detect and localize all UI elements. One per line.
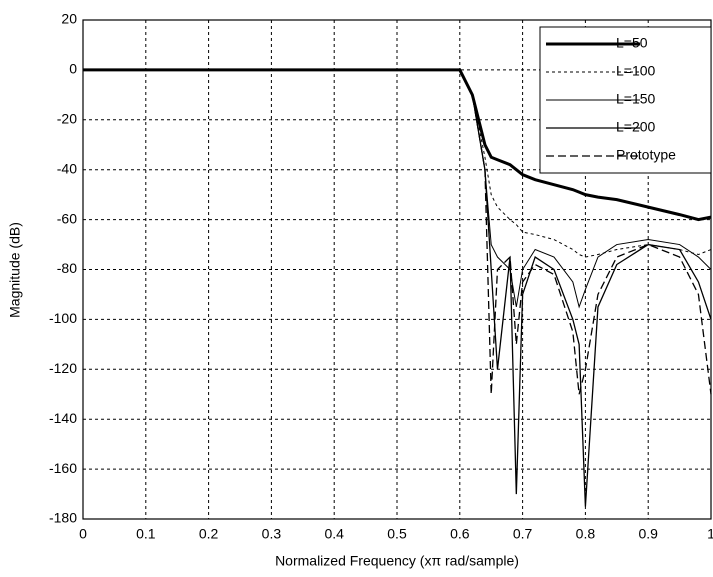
y-tick-label: -40 (57, 160, 77, 176)
series-line (83, 69, 712, 395)
y-tick-label: -100 (49, 310, 77, 326)
y-tick-label: -180 (49, 510, 77, 526)
y-axis-label: Magnitude (dB) (7, 222, 23, 318)
y-tick-label: -20 (57, 111, 77, 127)
legend-label: L=50 (616, 35, 648, 51)
x-tick-label: 0.7 (513, 526, 533, 542)
series-line (83, 69, 712, 507)
y-tick-label: -140 (49, 410, 77, 426)
legend-label: L=200 (616, 119, 656, 135)
series-line (83, 69, 712, 258)
legend-label: L=100 (616, 63, 656, 79)
x-tick-label: 0.4 (324, 526, 344, 542)
legend-label: L=150 (616, 91, 656, 107)
x-tick-label: 0.2 (199, 526, 219, 542)
x-tick-label: 0.3 (262, 526, 282, 542)
y-tick-label: -120 (49, 360, 77, 376)
y-tick-label: -160 (49, 460, 77, 476)
legend-label: Prototype (616, 147, 676, 163)
x-tick-label: 0.8 (576, 526, 596, 542)
x-tick-label: 0.6 (450, 526, 470, 542)
x-tick-label: 0.5 (387, 526, 407, 542)
x-tick-label: 0.1 (136, 526, 156, 542)
x-tick-label: 0.9 (638, 526, 658, 542)
y-tick-label: -60 (57, 210, 77, 226)
y-tick-label: -80 (57, 260, 77, 276)
x-tick-label: 1 (707, 526, 713, 542)
x-tick-label: 0 (79, 526, 87, 542)
y-tick-label: 20 (61, 11, 77, 27)
x-axis-label: Normalized Frequency (xπ rad/sample) (275, 553, 519, 569)
y-tick-label: 0 (69, 61, 77, 77)
